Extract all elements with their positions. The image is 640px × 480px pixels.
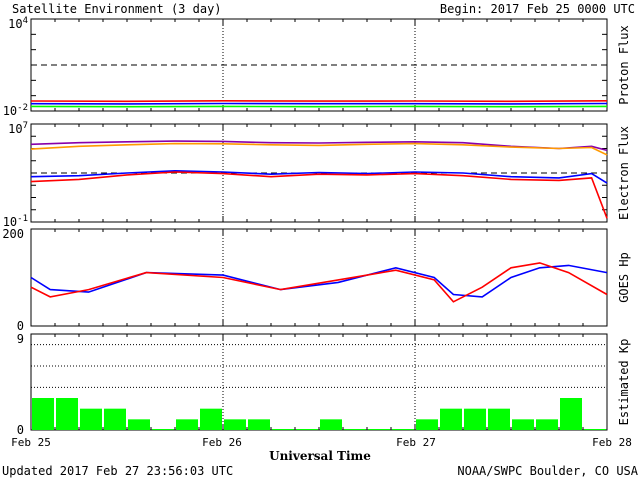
kp-bar <box>440 408 462 430</box>
kp-bar <box>512 419 534 430</box>
source-label: NOAA/SWPC Boulder, CO USA <box>457 464 638 478</box>
goes_hp-y-tick-label: 200 <box>2 227 24 241</box>
x-tick-feb27: Feb 27 <box>396 436 436 449</box>
kp-bar <box>248 419 270 430</box>
kp-bar <box>152 429 174 430</box>
electron-y-tick-label: 10-1 <box>3 214 28 229</box>
proton-y-tick-label: 104 <box>8 16 28 31</box>
kp-bar <box>320 419 342 430</box>
kp-bar <box>368 429 390 430</box>
kp-y-tick-label: 0 <box>17 423 24 437</box>
x-tick-feb26: Feb 26 <box>202 436 242 449</box>
kp-bar <box>536 419 558 430</box>
electron-series-orange <box>30 142 608 156</box>
goes_hp-series-red <box>30 262 608 303</box>
kp-bar <box>296 429 318 430</box>
goes_hp-y-axis-label: GOES Hp <box>617 252 631 303</box>
electron-series-blue <box>30 169 608 184</box>
proton-frame <box>30 18 608 112</box>
electron-y-axis-label: Electron Flux <box>617 126 631 220</box>
kp-bar <box>560 398 582 430</box>
kp-bar <box>224 419 246 430</box>
kp-bar <box>32 398 54 430</box>
proton-series-red <box>30 99 608 103</box>
updated-label: Updated 2017 Feb 27 23:56:03 UTC <box>2 464 233 478</box>
kp-bar <box>200 408 222 430</box>
kp-bar <box>344 429 366 430</box>
goes_hp-frame <box>30 228 608 327</box>
chart-title: Satellite Environment (3 day) <box>12 2 222 16</box>
electron-y-tick-label: 107 <box>8 121 28 136</box>
electron-series-red <box>30 171 608 219</box>
kp-bar <box>56 398 78 430</box>
kp-y-tick-label: 9 <box>17 332 24 346</box>
x-axis-label: Universal Time <box>269 449 371 463</box>
kp-bar <box>128 419 150 430</box>
kp-bar <box>488 408 510 430</box>
kp-bar <box>584 429 606 430</box>
kp-bar <box>272 429 294 430</box>
kp-bar <box>392 429 414 430</box>
x-tick-feb25: Feb 25 <box>11 436 51 449</box>
kp-y-axis-label: Estimated Kp <box>617 339 631 426</box>
kp-bar <box>104 408 126 430</box>
x-tick-feb28: Feb 28 <box>592 436 632 449</box>
kp-bar <box>416 419 438 430</box>
kp-bar <box>176 419 198 430</box>
begin-label: Begin: 2017 Feb 25 0000 UTC <box>440 2 635 16</box>
proton-y-axis-label: Proton Flux <box>617 25 631 104</box>
goes_hp-series-blue <box>30 264 608 298</box>
kp-frame <box>30 333 608 431</box>
kp-bar <box>464 408 486 430</box>
proton-y-tick-label: 10-2 <box>3 103 28 118</box>
goes_hp-y-tick-label: 0 <box>17 319 24 333</box>
kp-bar <box>80 408 102 430</box>
